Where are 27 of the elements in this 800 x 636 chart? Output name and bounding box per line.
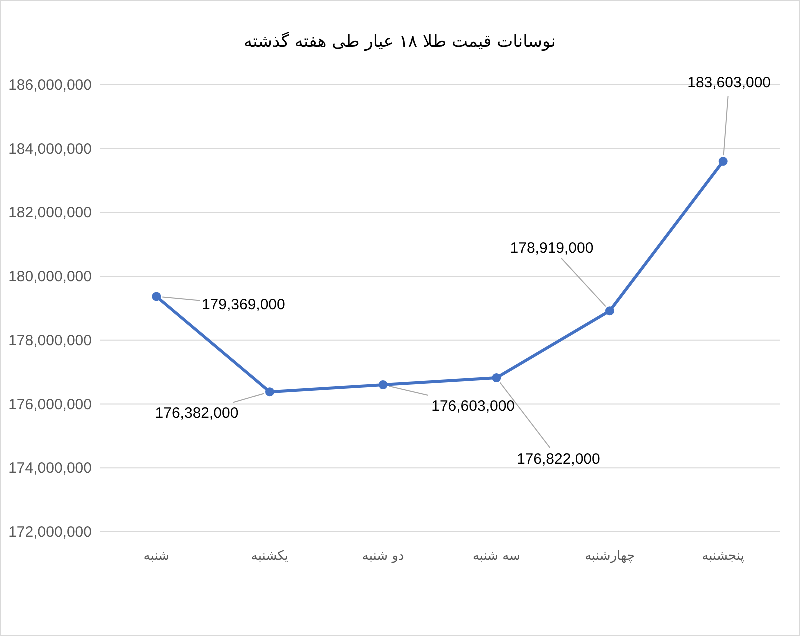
x-tick-label: پنجشنبه [702, 549, 745, 564]
x-tick-label: یکشنبه [251, 549, 289, 564]
point [378, 380, 388, 390]
point [606, 306, 614, 316]
y-tick-label: 178,000,000 [8, 332, 92, 350]
x-tick-label: سه شنبه [472, 549, 521, 564]
data-label: 176,382,000 [155, 405, 239, 422]
point [492, 374, 502, 383]
data-label: 176,822,000 [516, 451, 600, 468]
point [152, 292, 162, 302]
x-tick-label: شنبه [144, 549, 170, 564]
y-tick-label: 184,000,000 [8, 140, 92, 158]
chart-title: نوسانات قیمت طلا ۱۸ عیار طی هفته گذشته [244, 31, 556, 52]
data-label: 178,919,000 [510, 240, 594, 258]
y-tick-label: 174,000,000 [8, 460, 92, 478]
point [718, 157, 728, 166]
x-tick-label: چهارشنبه [585, 549, 635, 564]
data-label: 179,369,000 [202, 296, 286, 314]
data-label: 176,603,000 [432, 398, 516, 416]
y-tick-label: 186,000,000 [8, 77, 92, 94]
y-tick-label: 180,000,000 [8, 268, 92, 286]
y-tick-label: 182,000,000 [8, 204, 92, 222]
y-tick-label: 172,000,000 [8, 524, 92, 541]
x-tick-label: دو شنبه [362, 549, 404, 564]
data-label: 183,603,000 [688, 74, 772, 92]
point [266, 388, 274, 397]
y-tick-label: 176,000,000 [8, 396, 92, 414]
